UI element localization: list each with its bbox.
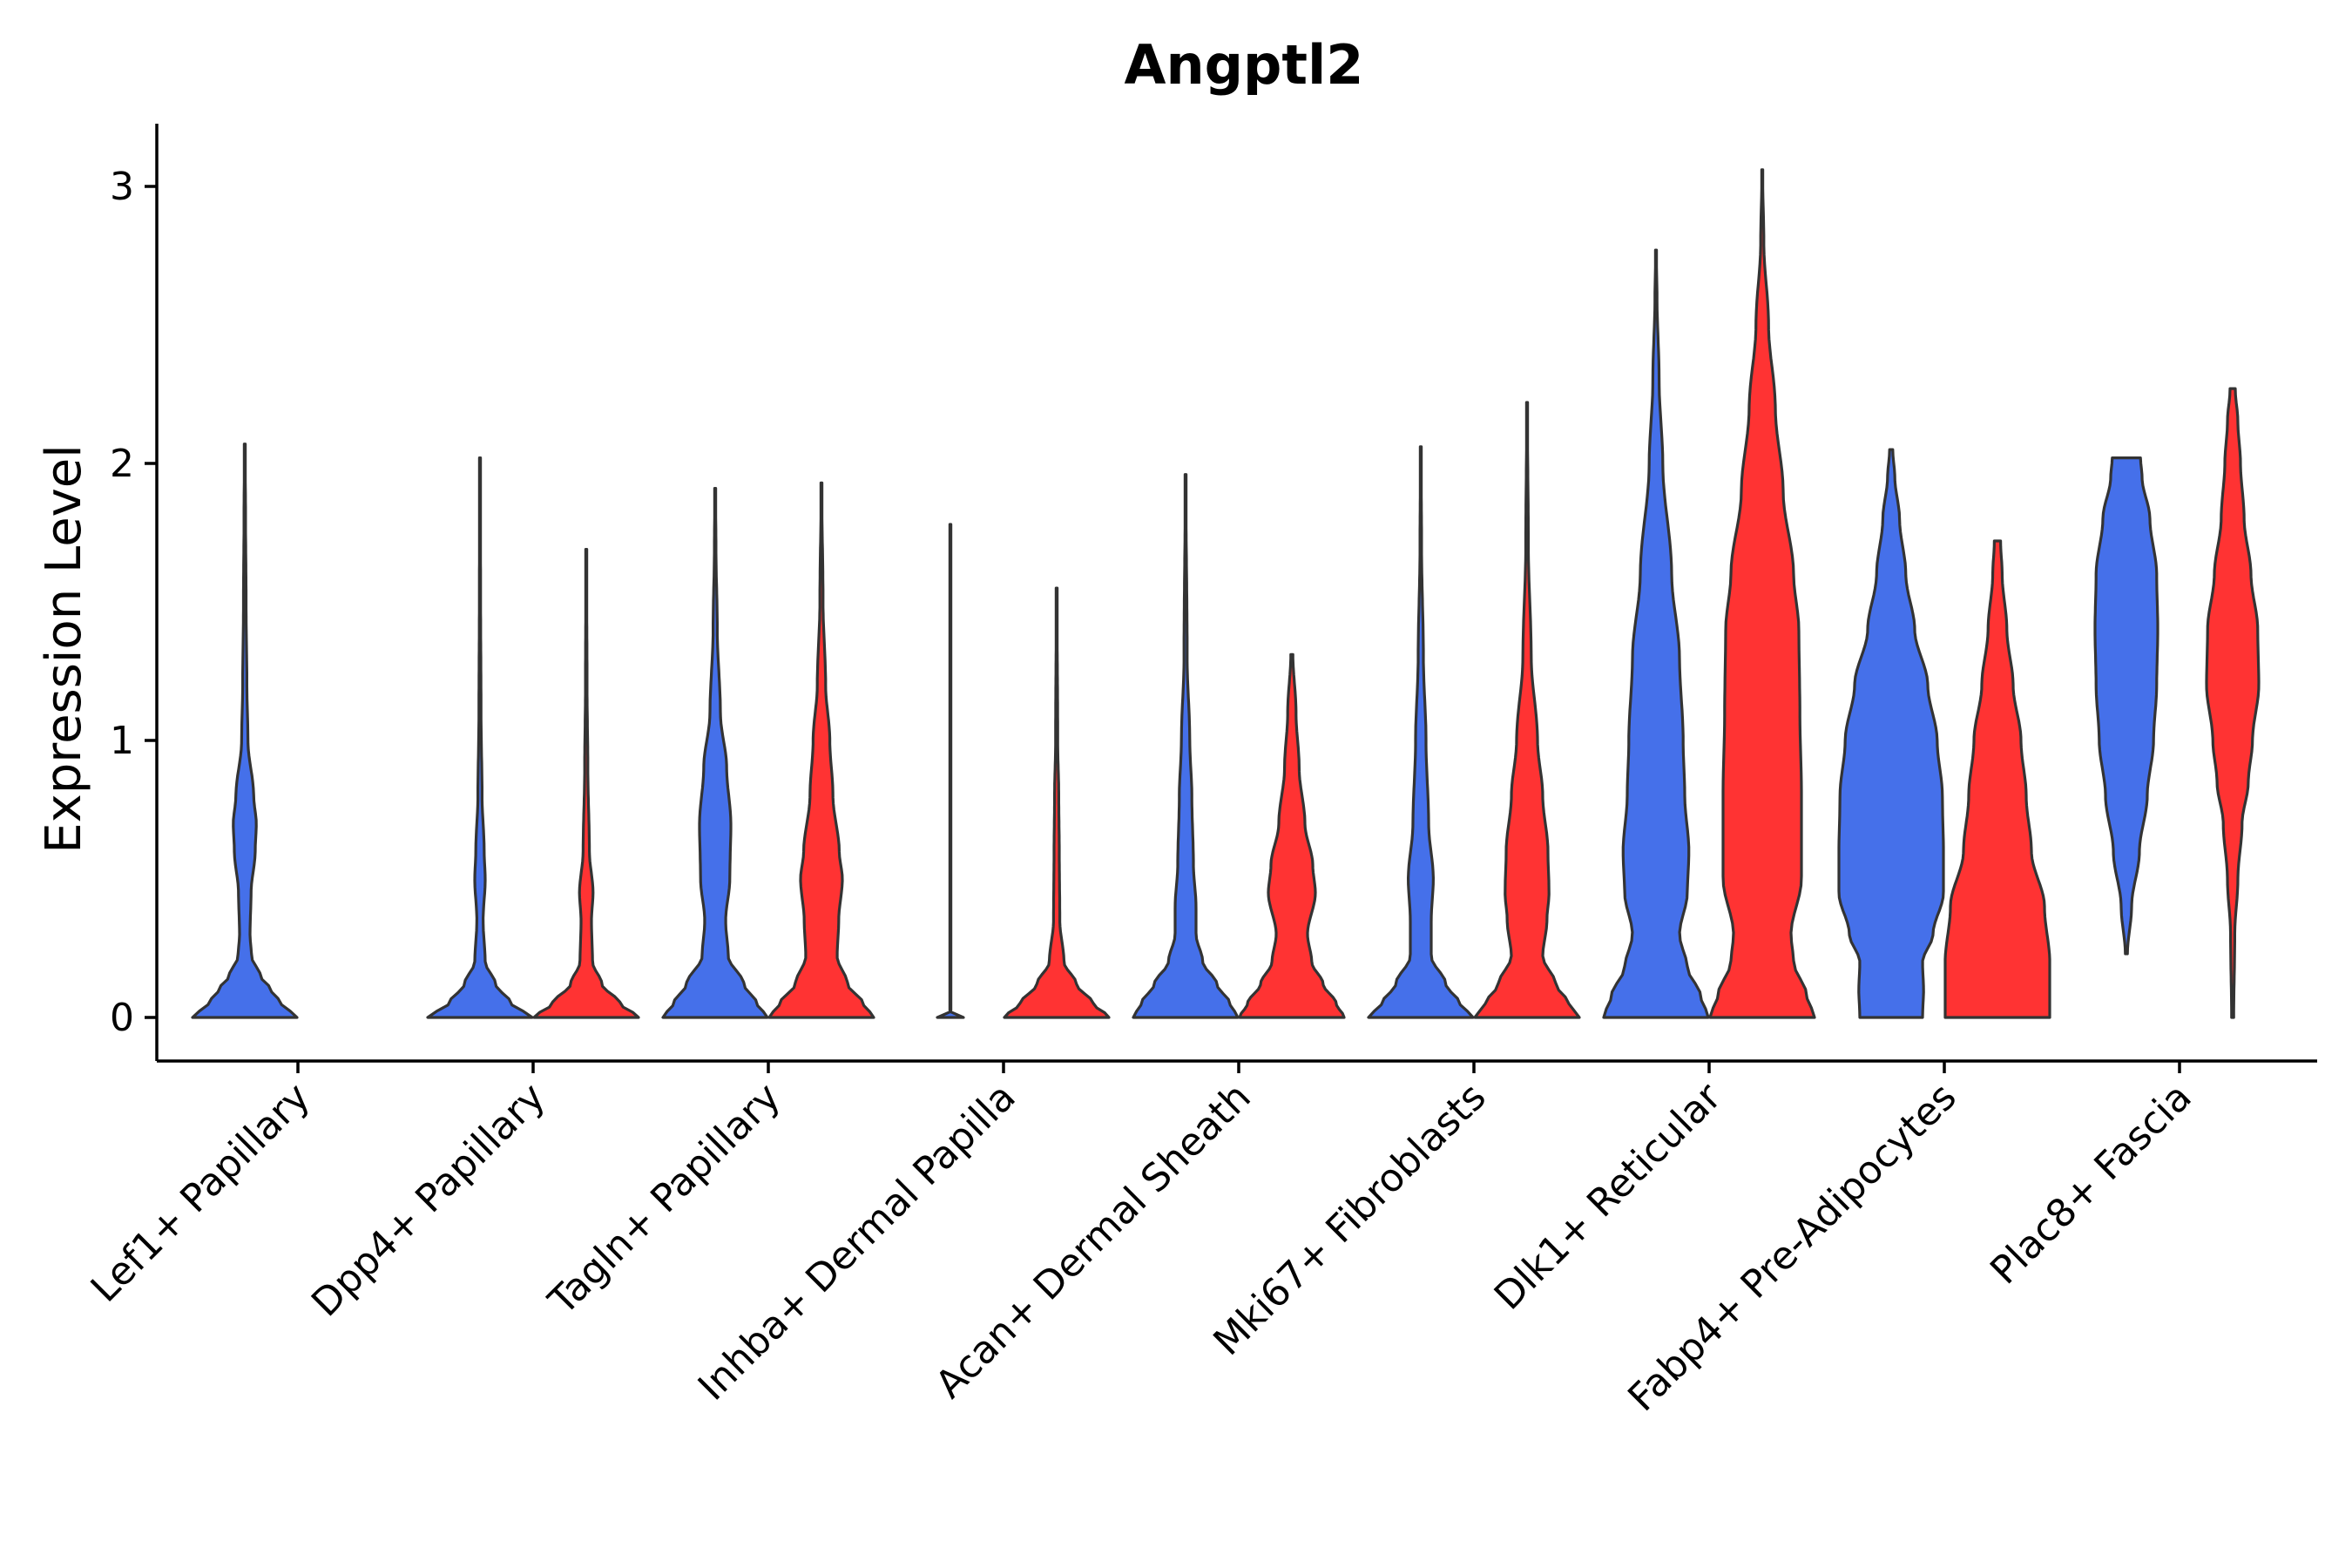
x-category-label: Plac8+ Fascia [1982,1075,2200,1294]
violin-b [2205,387,2261,1019]
chart-title: Angptl2 [1125,33,1364,97]
x-category-label: Tagln+ Papillary [540,1075,789,1324]
violin-a [1132,473,1240,1019]
y-tick-label: 2 [110,442,134,486]
violin-b [1473,401,1581,1019]
violins-layer [191,168,2261,1019]
violin-a [1837,448,1945,1019]
x-category-label: Dlk1+ Reticular [1486,1074,1731,1319]
violin-a [936,523,965,1019]
violin-a [1602,248,1710,1019]
axes [155,124,2317,1063]
violin-b [1943,539,2051,1019]
violin-a [426,456,534,1019]
violin-a [1367,445,1475,1019]
violin-b [1238,652,1346,1019]
violin-a [661,487,769,1019]
violin-a [191,443,299,1019]
violin-b [767,481,875,1019]
y-tick-label: 3 [110,165,134,209]
violin-b [1003,586,1111,1019]
x-category-label: Mki67+ Fibroblasts [1205,1075,1494,1364]
y-axis-label: Expression Level [36,444,92,854]
y-tick-label: 0 [110,996,134,1040]
violin-b [1708,168,1816,1019]
violin-a [2093,456,2159,956]
x-category-label: Lef1+ Papillary [83,1075,319,1311]
violin-b [532,548,640,1019]
y-tick-label: 1 [110,719,134,763]
x-category-label: Dpp4+ Papillary [303,1075,554,1326]
y-ticks: 0 1 2 3 [110,165,157,1040]
